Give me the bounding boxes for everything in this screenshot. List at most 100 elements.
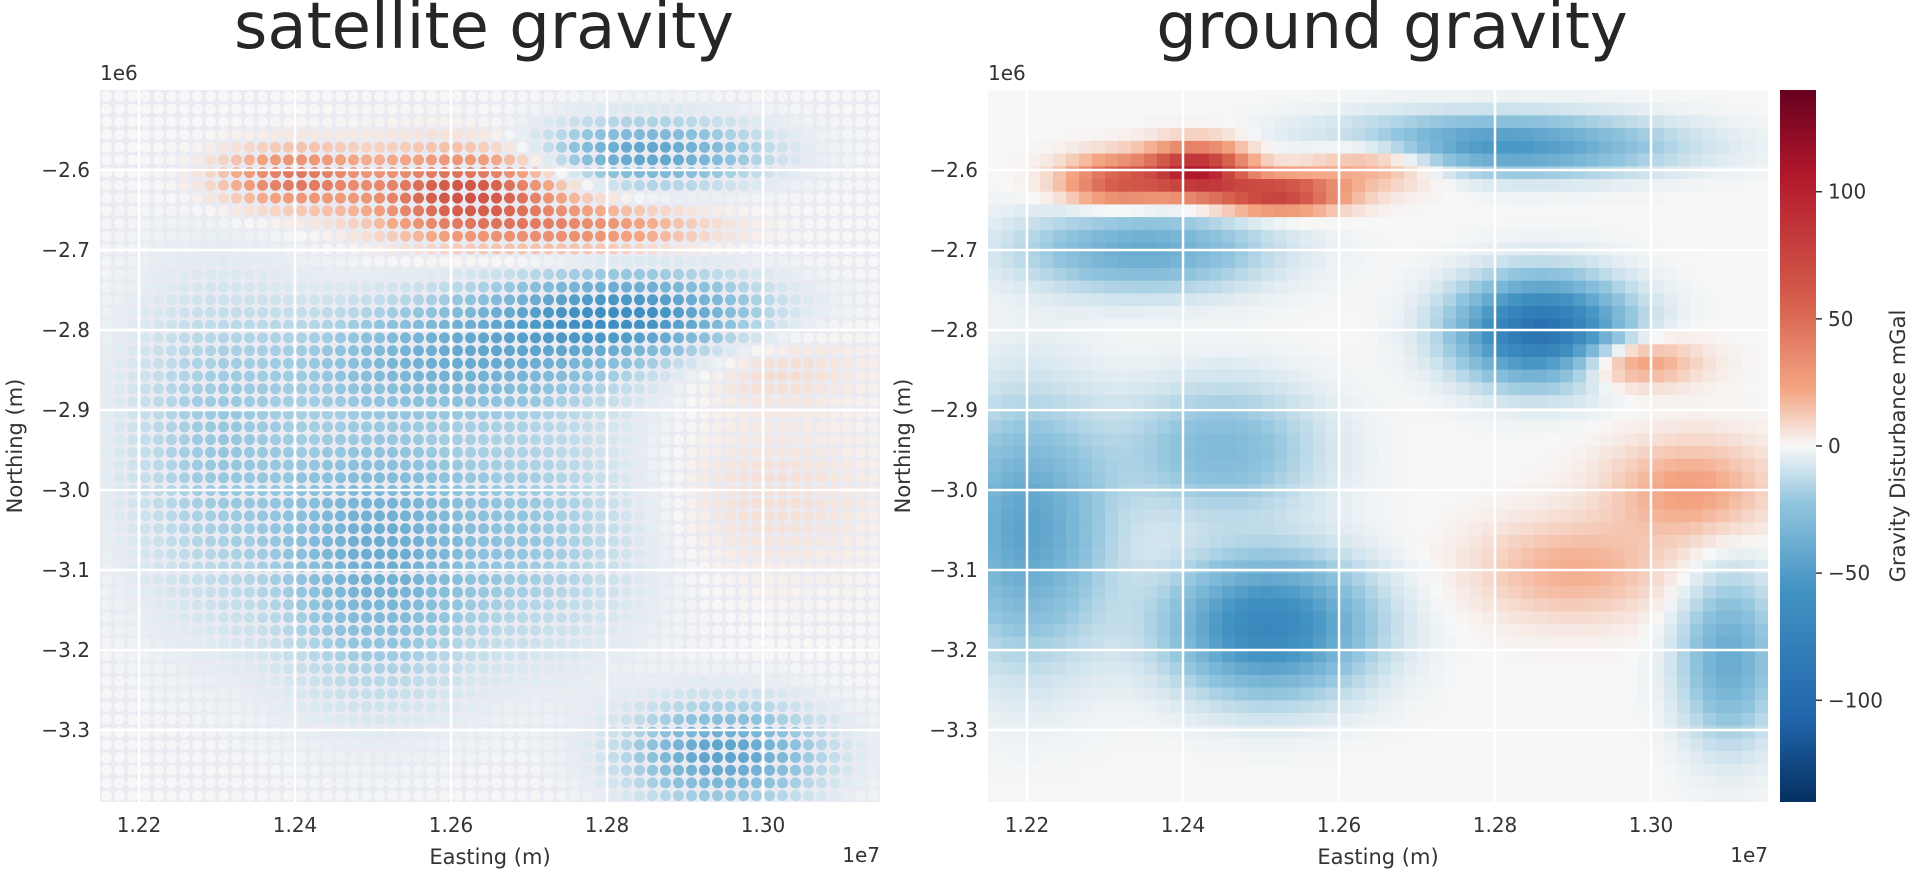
field-cell (192, 612, 203, 624)
field-cell (218, 116, 229, 128)
field-cell (491, 205, 502, 217)
field-cell (1222, 280, 1236, 294)
field-cell (855, 256, 866, 268)
field-cell (114, 446, 125, 458)
field-cell (348, 345, 359, 357)
field-cell (192, 701, 203, 713)
field-cell (205, 357, 216, 369)
field-cell (231, 141, 242, 153)
field-cell (530, 396, 541, 407)
field-cell (647, 268, 658, 280)
field-cell (543, 548, 554, 560)
field-cell (803, 396, 814, 407)
field-cell (1144, 229, 1158, 244)
field-cell (231, 408, 242, 420)
field-cell (647, 446, 658, 458)
field-cell (803, 129, 814, 140)
field-cell (335, 281, 346, 293)
field-cell (660, 345, 671, 357)
field-cell (374, 230, 385, 242)
field-cell (101, 345, 112, 357)
field-cell (140, 319, 151, 331)
field-cell (1677, 280, 1691, 294)
field-cell (101, 599, 112, 611)
field-cell (751, 396, 762, 407)
field-cell (855, 574, 866, 585)
field-cell (309, 650, 320, 662)
field-cell (1079, 268, 1093, 282)
field-cell (803, 332, 814, 344)
field-cell (699, 307, 710, 318)
field-cell (439, 599, 450, 611)
field-cell (1157, 102, 1171, 116)
field-cell (582, 497, 593, 509)
field-cell (114, 586, 125, 598)
field-cell (816, 599, 827, 611)
field-cell (764, 192, 775, 204)
field-cell (1001, 420, 1015, 434)
field-cell (543, 497, 554, 509)
field-cell (777, 713, 788, 725)
field-cell (387, 688, 398, 700)
field-cell (699, 192, 710, 204)
field-cell (608, 752, 619, 763)
field-cell (231, 612, 242, 624)
field-cell (1495, 102, 1509, 116)
field-cell (699, 739, 710, 751)
field-cell (543, 256, 554, 268)
field-cell (322, 650, 333, 662)
field-cell (1755, 140, 1768, 155)
field-cell (478, 396, 489, 407)
field-cell (1001, 268, 1015, 282)
field-cell (283, 90, 294, 102)
field-cell (556, 637, 567, 649)
field-cell (738, 307, 749, 318)
field-cell (374, 459, 385, 471)
field-cell (1118, 268, 1132, 282)
field-cell (361, 218, 372, 229)
field-cell (1729, 369, 1743, 383)
field-cell (101, 281, 112, 293)
field-cell (647, 116, 658, 128)
field-cell (1690, 306, 1704, 320)
field-cell (192, 663, 203, 674)
field-cell (504, 599, 515, 611)
field-cell (1508, 331, 1522, 345)
field-cell (829, 764, 840, 776)
field-cell (764, 408, 775, 420)
field-cell (283, 586, 294, 598)
field-cell (868, 116, 879, 128)
field-cell (569, 205, 580, 217)
field-cell (582, 535, 593, 547)
field-cell (153, 205, 164, 217)
right-plot-area: 1.22 1.24 1.26 1.28 1.30−2.6−2.7−2.8−2.9−3.0… (891, 61, 1768, 869)
field-cell (1313, 128, 1327, 142)
field-cell (1079, 166, 1093, 180)
field-cell (257, 599, 268, 611)
field-cell (504, 345, 515, 357)
field-cell (1742, 382, 1756, 396)
field-cell (1118, 102, 1132, 116)
field-cell (1222, 255, 1236, 269)
field-cell (777, 535, 788, 547)
field-cell (1742, 255, 1756, 269)
field-cell (1547, 90, 1561, 104)
field-cell (218, 421, 229, 433)
field-cell (192, 624, 203, 636)
field-cell (725, 141, 736, 153)
field-cell (452, 752, 463, 763)
field-cell (738, 739, 749, 751)
field-cell (1703, 293, 1717, 307)
field-cell (556, 205, 567, 217)
field-cell (478, 345, 489, 357)
field-cell (426, 370, 437, 382)
field-cell (595, 663, 606, 674)
field-cell (296, 408, 307, 420)
field-cell (1339, 102, 1353, 116)
field-cell (1092, 90, 1106, 104)
field-cell (595, 129, 606, 140)
field-cell (387, 535, 398, 547)
field-cell (1092, 306, 1106, 320)
field-cell (1027, 395, 1041, 409)
field-cell (517, 510, 528, 522)
